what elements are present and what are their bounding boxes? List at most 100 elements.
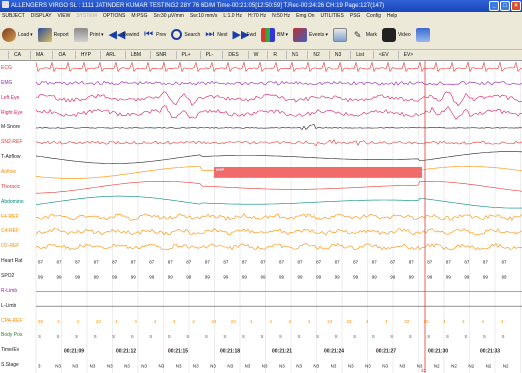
menu-item-emg-on[interactable]: Emg On bbox=[296, 13, 315, 19]
menu-item-config[interactable]: Config bbox=[366, 13, 381, 19]
chevron-down-icon[interactable]: ▾ bbox=[100, 31, 104, 38]
print-button[interactable]: Print ▾ bbox=[73, 27, 104, 42]
event-tab-bar: CA MA OA HYP ARL LBM SNR PL+ PL- DES W R N1 N2 N3 List <… bbox=[0, 50, 522, 61]
psg-signal-area[interactable]: 87 87 87 87 87 87 87 87 87 87 87 87 87 87 87 87 87 87 87 87… bbox=[0, 61, 522, 373]
channel-label-l-limb[interactable]: L-Limb bbox=[1, 302, 17, 309]
body-position-value: S bbox=[390, 334, 393, 339]
channel-label-s-stage[interactable]: S.Stage bbox=[1, 362, 19, 369]
channel-label-thoracic[interactable]: Thoracic bbox=[1, 183, 21, 190]
video-button[interactable]: Video bbox=[381, 27, 411, 42]
channel-label-abdomino[interactable]: Abdomino bbox=[1, 198, 24, 205]
menu-item-subject[interactable]: SUBJECT bbox=[2, 13, 25, 19]
channel-label-cpa-ref[interactable]: CPA-REF bbox=[1, 317, 23, 324]
tab-pl[interactable]: PL- bbox=[199, 51, 219, 59]
menu-item-display[interactable]: DISPLAY bbox=[30, 13, 52, 19]
channel-label-o2-ref[interactable]: O2-REF bbox=[1, 243, 20, 250]
channel-label-time-ev[interactable]: Time/Ev bbox=[1, 347, 20, 354]
body-position-value: S bbox=[38, 334, 41, 339]
menu-item-m-psg[interactable]: M:PSG bbox=[131, 13, 148, 19]
menu-item-psg[interactable]: PSG bbox=[349, 13, 361, 19]
menu-item-system[interactable]: SYSTEM bbox=[76, 13, 97, 19]
tab-ma[interactable]: MA bbox=[29, 51, 49, 59]
tab-n2[interactable]: N2 bbox=[307, 51, 324, 59]
report-button[interactable]: Report bbox=[37, 27, 69, 42]
menu-item-h-70-hz[interactable]: H:70 Hz bbox=[248, 13, 267, 19]
cpap-value: 4 bbox=[192, 319, 195, 324]
rewind-button[interactable]: ◀◀ Rewind bbox=[108, 28, 139, 42]
chevron-down-icon[interactable]: ▾ bbox=[30, 31, 33, 38]
channel-label-body-pos[interactable]: Body Pos bbox=[1, 332, 23, 339]
channel-label-heart-rat[interactable]: Heart Rat bbox=[1, 258, 23, 265]
spo2-value: 99 bbox=[464, 274, 470, 279]
minimize-button[interactable]: _ bbox=[489, 1, 499, 11]
events-button[interactable]: Events ▾ bbox=[293, 27, 328, 42]
menu-item-help[interactable]: Help bbox=[386, 13, 398, 19]
channel-label-airflow[interactable]: Airflow bbox=[1, 168, 17, 175]
bm-button[interactable]: BM ▾ bbox=[261, 27, 289, 42]
tab-hyp[interactable]: HYP bbox=[74, 51, 96, 59]
time-label: 00:21:24 bbox=[324, 349, 344, 355]
toolbar: Load ▾ Report Print ▾ ◀◀ Rewind ⏮ Prev Search ⏭ Nex… bbox=[0, 20, 522, 50]
tab-ev[interactable]: <EV bbox=[373, 51, 394, 59]
end-button[interactable] bbox=[415, 27, 432, 42]
cpap-value: 24 bbox=[327, 319, 333, 324]
close-button[interactable]: × bbox=[511, 1, 521, 11]
search-button[interactable]: Search bbox=[171, 29, 200, 40]
tab-list[interactable]: List bbox=[350, 51, 369, 59]
hyp-event-label[interactable]: HYP bbox=[216, 167, 225, 172]
tab-arl[interactable]: ARL bbox=[99, 51, 121, 59]
next-button[interactable]: ⏭ Next bbox=[205, 28, 227, 42]
channel-label-right-eye[interactable]: Right Eye bbox=[1, 109, 23, 116]
tab-lbm[interactable]: LBM bbox=[124, 51, 146, 59]
heart-rate-value: 87 bbox=[372, 260, 378, 265]
menu-item-utilities[interactable]: UTILITIES bbox=[320, 13, 344, 19]
channel-label-emg[interactable]: EMG bbox=[1, 79, 13, 86]
tab-w[interactable]: W bbox=[247, 51, 264, 59]
mark-button[interactable]: ✎ Mark bbox=[354, 28, 377, 42]
tab-snr[interactable]: SNR bbox=[149, 51, 172, 59]
channel-label-left-eye[interactable]: Left Eye bbox=[1, 94, 20, 101]
sleep-stage-value: N3 bbox=[90, 364, 96, 369]
body-position-value: S bbox=[372, 334, 375, 339]
channel-label-spo2[interactable]: SPO2 bbox=[1, 272, 15, 279]
maximize-button[interactable]: □ bbox=[500, 1, 510, 11]
cpap-value: 4 bbox=[134, 319, 137, 324]
tab-ca[interactable]: CA bbox=[8, 51, 26, 59]
tab-n3[interactable]: N3 bbox=[328, 51, 346, 59]
heart-rate-value: 87 bbox=[242, 260, 248, 265]
sleep-stage-value: N2 bbox=[434, 364, 440, 369]
tab-des[interactable]: DES bbox=[222, 51, 243, 59]
prev-button[interactable]: ⏮ Prev bbox=[144, 28, 166, 42]
menu-item-sn-30-v-mm[interactable]: Sn:30 µV/mm bbox=[153, 13, 184, 19]
channel-label-f4-ref[interactable]: F4-REF bbox=[1, 213, 19, 220]
chart-button[interactable] bbox=[332, 27, 349, 42]
report-label: Report bbox=[53, 31, 69, 38]
heart-rate-value: 87 bbox=[223, 260, 229, 265]
menu-item-l-1-0-hz[interactable]: L:1.0 Hz bbox=[223, 13, 243, 19]
heart-rate-value: 87 bbox=[38, 260, 44, 265]
fwd-button[interactable]: ▶▶ Fwd bbox=[233, 28, 256, 42]
tab-n1[interactable]: N1 bbox=[286, 51, 303, 59]
tab-r[interactable]: R bbox=[267, 51, 282, 59]
menu-item-n-50-hz[interactable]: N:50 Hz bbox=[272, 13, 291, 19]
chevron-down-icon[interactable]: ▾ bbox=[325, 31, 328, 38]
channel-label-r-limb[interactable]: R-Limb bbox=[1, 287, 18, 294]
menu-item-options[interactable]: OPTIONS bbox=[102, 13, 126, 19]
load-button[interactable]: Load ▾ bbox=[2, 27, 33, 42]
tab-oa[interactable]: OA bbox=[52, 51, 70, 59]
channel-label-ecg[interactable]: ECG bbox=[1, 64, 12, 71]
channel-label-t-airflow[interactable]: T-Airflow bbox=[1, 154, 21, 161]
menu-item-sw-10-mm-s[interactable]: Sw:10 mm/s bbox=[189, 13, 218, 19]
chevron-down-icon[interactable]: ▾ bbox=[285, 31, 289, 38]
channel-label-m-snore[interactable]: M-Snore bbox=[1, 124, 21, 131]
tab-pl[interactable]: PL+ bbox=[175, 51, 196, 59]
body-position-value: S bbox=[112, 334, 115, 339]
time-label: 00:21:21 bbox=[272, 349, 292, 355]
body-position-value: S bbox=[464, 334, 467, 339]
spo2-value: 99 bbox=[205, 274, 211, 279]
tab-ev[interactable]: EV> bbox=[397, 51, 419, 59]
channel-label-c4-ref[interactable]: C4-REF bbox=[1, 228, 20, 235]
cpap-value: 23 bbox=[96, 319, 102, 324]
channel-label-sn2-ref[interactable]: SN2-REF bbox=[1, 139, 23, 146]
menu-item-view[interactable]: VIEW bbox=[57, 13, 71, 19]
